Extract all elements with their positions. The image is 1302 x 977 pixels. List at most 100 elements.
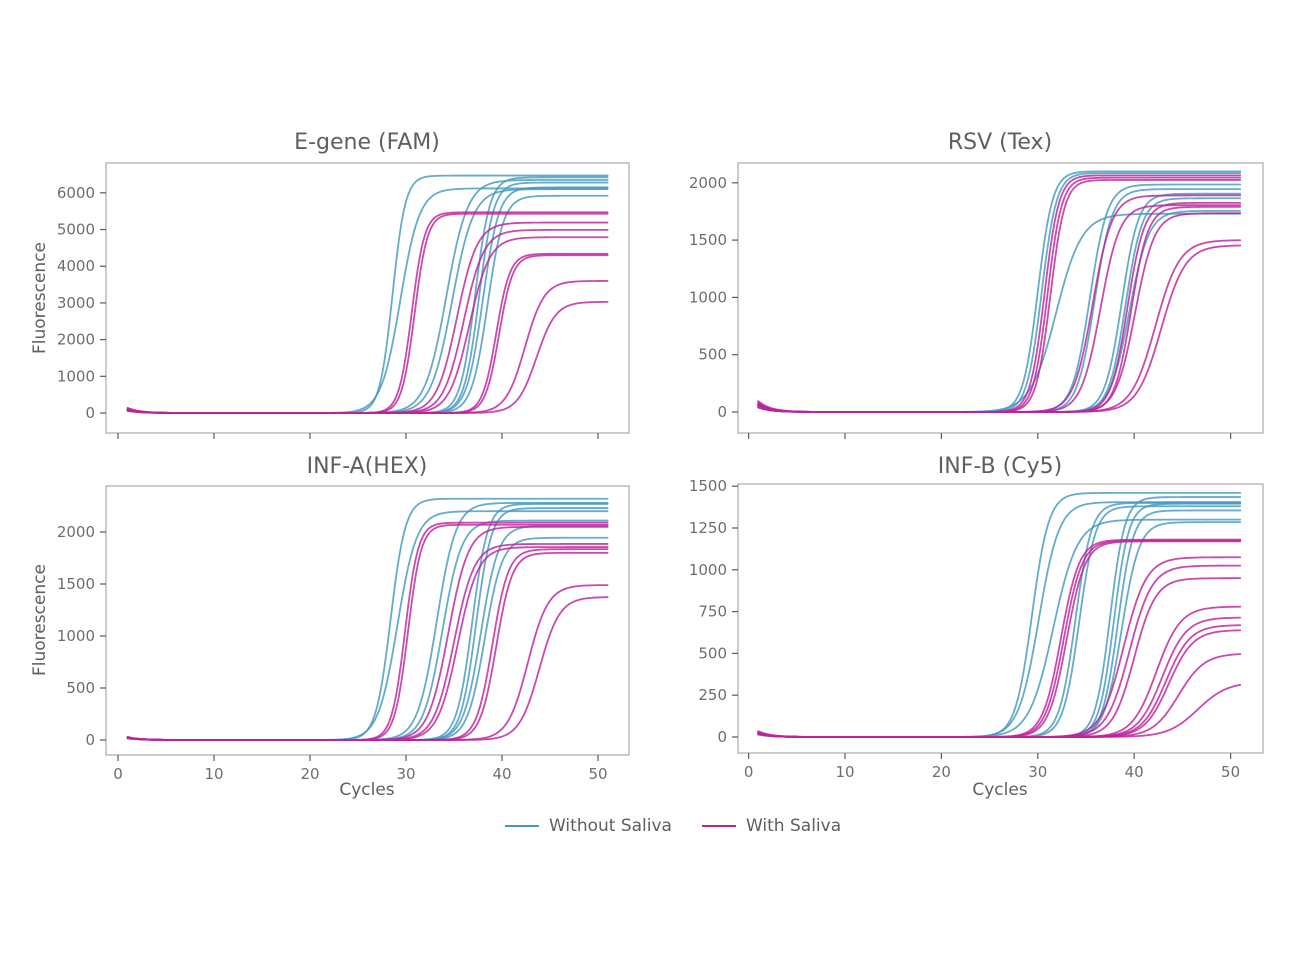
x-tick-label: 30 <box>396 765 415 783</box>
curve-without-saliva <box>757 491 1242 738</box>
subplot-rsv-title: RSV (Tex) <box>947 130 1053 155</box>
y-tick-label: 750 <box>698 603 727 621</box>
y-tick-label: 1500 <box>689 231 727 249</box>
y-tick-label: 6000 <box>57 184 95 202</box>
curve-without-saliva <box>126 181 609 414</box>
curve-with-saliva <box>757 629 1242 738</box>
curve-with-saliva <box>126 221 609 414</box>
curve-without-saliva <box>757 509 1242 738</box>
curve-without-saliva <box>757 212 1242 413</box>
y-tick-label: 3000 <box>57 294 95 312</box>
x-tick-label: 40 <box>492 765 511 783</box>
y-tick-label: 500 <box>698 346 727 364</box>
curve-with-saliva <box>757 538 1242 738</box>
curve-with-saliva <box>126 236 609 414</box>
y-tick-label: 500 <box>66 679 95 697</box>
y-tick-label: 0 <box>717 728 727 746</box>
y-tick-label: 2000 <box>57 523 95 541</box>
curve-without-saliva <box>757 501 1242 738</box>
x-tick-label: 40 <box>1125 763 1144 781</box>
axes-frame <box>737 162 1264 434</box>
curve-with-saliva <box>126 551 609 741</box>
curve-without-saliva <box>757 518 1242 738</box>
curve-with-saliva <box>126 548 609 741</box>
y-tick-label: 0 <box>717 403 727 421</box>
y-tick-label: 0 <box>85 731 95 749</box>
axes-frame <box>737 483 1264 754</box>
legend: Without Saliva With Saliva <box>505 816 841 836</box>
legend-item-without-saliva: Without Saliva <box>505 816 672 836</box>
curve-without-saliva <box>126 174 609 414</box>
subplot-infb-title: INF-B (Cy5) <box>937 454 1063 479</box>
y-tick-label: 250 <box>698 686 727 704</box>
axes-frame <box>105 485 630 756</box>
legend-item-with-saliva: With Saliva <box>701 816 842 836</box>
axes-frame <box>105 162 630 434</box>
x-tick-label: 10 <box>204 765 223 783</box>
y-tick-label: 1250 <box>689 519 727 537</box>
y-tick-label: 0 <box>85 404 95 422</box>
x-tick-label: 10 <box>835 763 854 781</box>
curve-without-saliva <box>126 503 609 741</box>
curve-with-saliva <box>757 683 1242 738</box>
curve-without-saliva <box>126 507 609 741</box>
legend-label-with-saliva: With Saliva <box>745 816 842 836</box>
curve-without-saliva <box>126 179 609 414</box>
y-tick-label: 1000 <box>57 367 95 385</box>
x-tick-label: 30 <box>1028 763 1047 781</box>
x-tick-label: 50 <box>588 765 607 783</box>
legend-label-without-saliva: Without Saliva <box>549 816 672 836</box>
curve-without-saliva <box>757 521 1242 738</box>
curve-without-saliva <box>126 194 609 414</box>
y-tick-label: 1000 <box>689 561 727 579</box>
curve-with-saliva <box>126 546 609 741</box>
curve-without-saliva <box>757 502 1242 738</box>
subplot-rsv-plot: 0 500 1000 1500 2000 <box>689 162 1264 439</box>
y-tick-label: 1500 <box>689 477 727 495</box>
x-tick-label: 20 <box>300 765 319 783</box>
curve-with-saliva <box>757 212 1242 413</box>
curve-without-saliva <box>126 510 609 741</box>
curve-with-saliva <box>126 543 609 741</box>
curve-without-saliva <box>757 496 1242 738</box>
curve-without-saliva <box>757 170 1242 413</box>
curve-with-saliva <box>126 280 609 414</box>
y-tick-label: 1000 <box>689 288 727 306</box>
legend-line-with-saliva <box>701 825 736 827</box>
curve-with-saliva <box>757 605 1242 738</box>
subplot-egene-title: E-gene (FAM) <box>294 130 440 155</box>
curve-with-saliva <box>757 577 1242 738</box>
curve-with-saliva <box>126 521 609 741</box>
curve-with-saliva <box>757 653 1242 738</box>
curve-with-saliva <box>126 596 609 741</box>
infa-xlabel: Cycles <box>339 780 395 800</box>
curve-without-saliva <box>126 536 609 741</box>
curve-with-saliva <box>126 300 609 414</box>
curve-with-saliva <box>757 176 1242 413</box>
y-tick-label: 1000 <box>57 627 95 645</box>
curve-without-saliva <box>757 192 1242 413</box>
curve-with-saliva <box>757 244 1242 413</box>
y-tick-label: 2000 <box>57 331 95 349</box>
x-tick-label: 20 <box>932 763 951 781</box>
y-tick-label: 4000 <box>57 257 95 275</box>
curve-with-saliva <box>757 174 1242 413</box>
y-tick-label: 1500 <box>57 575 95 593</box>
infb-xlabel: Cycles <box>972 780 1028 800</box>
subplot-egene-plot: 0 1000 2000 3000 4000 5000 6000 <box>57 162 630 439</box>
curve-with-saliva <box>126 228 609 414</box>
curve-with-saliva <box>126 254 609 414</box>
y-tick-label: 500 <box>698 644 727 662</box>
curve-without-saliva <box>126 497 609 741</box>
subplot-infa-title: INF-A(HEX) <box>306 454 428 479</box>
x-tick-label: 0 <box>744 763 754 781</box>
curve-without-saliva <box>757 502 1242 738</box>
curve-with-saliva <box>757 205 1242 413</box>
x-tick-label: 50 <box>1221 763 1240 781</box>
legend-line-without-saliva <box>505 825 539 827</box>
y-tick-label: 5000 <box>57 221 95 239</box>
curve-without-saliva <box>126 186 609 414</box>
